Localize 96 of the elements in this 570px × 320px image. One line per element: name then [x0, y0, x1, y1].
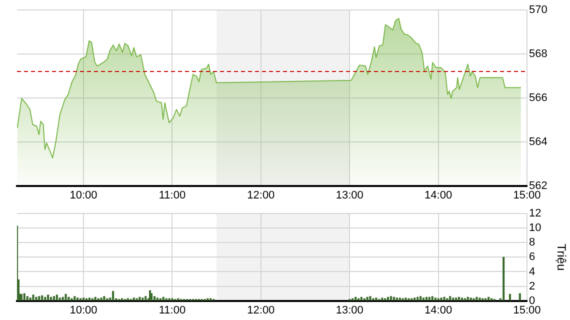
bar	[414, 298, 416, 301]
bar	[390, 296, 392, 301]
bar	[35, 296, 38, 301]
bar	[431, 296, 434, 301]
bar	[74, 296, 76, 301]
bar	[58, 298, 61, 301]
bar	[449, 296, 452, 301]
y-tick-label: 2	[529, 280, 536, 292]
bar	[132, 298, 135, 301]
bar	[428, 296, 430, 301]
y-tick-label: 4	[529, 266, 536, 278]
bar	[408, 298, 410, 301]
bar	[452, 298, 454, 301]
bar	[420, 296, 422, 301]
bar	[156, 298, 158, 301]
bar	[425, 296, 428, 301]
bar	[88, 298, 90, 301]
bar	[70, 298, 73, 301]
bar	[64, 294, 67, 301]
bar	[476, 296, 478, 301]
bar	[502, 256, 505, 301]
bar	[398, 298, 401, 301]
bar	[44, 296, 46, 301]
y-tick-label: 6	[529, 251, 536, 264]
bar	[165, 298, 168, 301]
x-tick-label: 15:00	[513, 304, 541, 316]
y-tick-label: 570	[529, 4, 548, 16]
bar	[434, 298, 436, 301]
y-tick-label: 562	[529, 180, 548, 192]
x-tick-label: 14:00	[424, 189, 452, 202]
x-tick-label: 12:00	[247, 304, 275, 316]
bar	[416, 296, 419, 301]
bar	[112, 291, 114, 301]
x-tick-label: 15:00	[513, 189, 541, 202]
x-tick-label: 14:00	[424, 304, 452, 316]
bar	[360, 296, 362, 301]
bar	[488, 296, 490, 301]
y-tick-label: 566	[529, 92, 548, 104]
x-tick-label: 12:00	[247, 189, 275, 202]
y-tick-label: 10	[529, 222, 542, 234]
y-tick-label: 568	[529, 48, 548, 60]
bar	[103, 296, 106, 301]
bar	[470, 298, 472, 301]
x-tick-label: 13:00	[336, 189, 364, 202]
bar	[47, 294, 50, 301]
bar	[466, 296, 469, 301]
bar	[366, 296, 368, 301]
y-tick-label: 8	[529, 236, 536, 249]
bar	[422, 298, 425, 301]
bar	[38, 296, 40, 301]
x-tick-label: 10:00	[70, 189, 98, 202]
bar	[443, 296, 446, 301]
bar	[354, 296, 357, 301]
bar	[50, 296, 52, 301]
x-tick-label: 10:00	[70, 304, 98, 316]
x-tick-label: 11:00	[158, 189, 186, 202]
y-tick-label: 12	[529, 208, 542, 220]
x-tick-label: 11:00	[158, 304, 186, 316]
bar	[478, 298, 481, 301]
bar	[396, 298, 398, 301]
bar	[32, 294, 34, 301]
y-tick-label: 564	[529, 136, 548, 148]
bar	[381, 298, 384, 301]
bar	[56, 294, 58, 301]
bar	[82, 298, 85, 301]
bar	[144, 296, 147, 301]
bar	[440, 298, 442, 301]
bar	[136, 298, 138, 301]
bar	[52, 296, 56, 301]
bar	[100, 298, 102, 301]
x-tick-label: 13:00	[336, 304, 364, 316]
bar	[68, 296, 70, 301]
bar	[150, 293, 153, 301]
bar	[94, 296, 96, 301]
bar	[153, 296, 156, 301]
bar	[508, 294, 511, 301]
bar	[460, 298, 464, 301]
y-axis-title: Triệu	[554, 244, 568, 271]
bar	[369, 296, 372, 301]
bar	[386, 296, 390, 301]
bar	[23, 293, 26, 301]
bar	[76, 298, 79, 301]
bar	[41, 295, 44, 301]
y-tick-label: 0	[529, 294, 536, 307]
bar	[404, 298, 407, 301]
bar	[138, 296, 141, 301]
bar	[29, 298, 32, 301]
bar	[458, 296, 460, 301]
bar	[62, 296, 64, 301]
bar	[518, 293, 521, 301]
bar	[162, 296, 164, 301]
bar	[142, 298, 144, 301]
bar	[26, 296, 28, 301]
bar	[375, 298, 378, 301]
bar	[455, 298, 458, 301]
bar	[392, 296, 395, 301]
